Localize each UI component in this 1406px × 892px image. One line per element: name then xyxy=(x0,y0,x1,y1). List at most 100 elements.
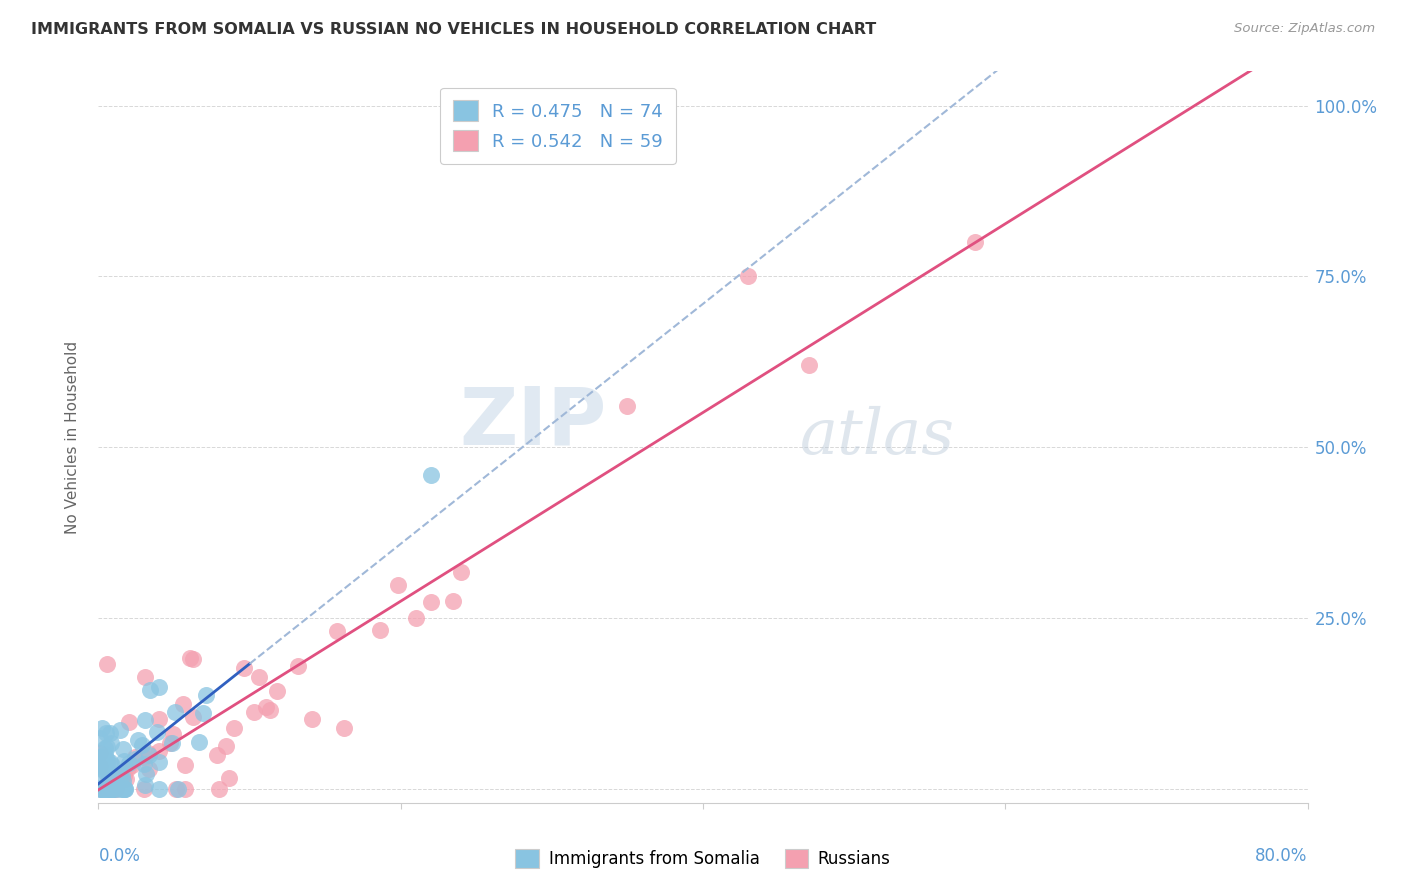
Point xyxy=(387,578,409,592)
Point xyxy=(187,735,209,749)
Point xyxy=(91,782,114,797)
Point xyxy=(134,778,156,792)
Point xyxy=(96,782,118,797)
Point xyxy=(179,651,201,665)
Point xyxy=(96,757,118,772)
Point xyxy=(100,782,122,797)
Point xyxy=(243,705,266,719)
Point xyxy=(93,782,115,797)
Point xyxy=(104,782,127,797)
Point xyxy=(89,746,111,760)
Point xyxy=(97,772,120,787)
Point xyxy=(93,780,115,795)
Point xyxy=(89,758,111,772)
Point xyxy=(114,782,136,797)
Point xyxy=(172,697,194,711)
Point xyxy=(89,731,111,746)
Point xyxy=(326,624,349,638)
Point xyxy=(94,773,117,788)
Point xyxy=(100,782,122,797)
Point xyxy=(103,782,125,797)
Text: ZIP: ZIP xyxy=(458,384,606,461)
Point xyxy=(111,779,134,793)
Point xyxy=(965,235,987,250)
Point xyxy=(173,782,195,797)
Point xyxy=(332,721,354,735)
Point xyxy=(148,755,170,769)
Point xyxy=(91,749,114,764)
Point xyxy=(90,721,112,735)
Point xyxy=(100,782,122,797)
Point xyxy=(148,680,170,694)
Point xyxy=(138,748,160,763)
Point xyxy=(93,782,115,797)
Point xyxy=(148,713,170,727)
Point xyxy=(96,753,118,767)
Point xyxy=(114,782,136,797)
Point xyxy=(89,782,111,797)
Point xyxy=(127,732,149,747)
Point xyxy=(108,723,131,737)
Point xyxy=(100,782,122,797)
Point xyxy=(134,713,156,727)
Point xyxy=(167,782,190,797)
Point xyxy=(108,769,131,783)
Point xyxy=(124,750,146,764)
Point xyxy=(94,782,117,797)
Point xyxy=(165,782,187,797)
Point xyxy=(368,623,391,637)
Point xyxy=(93,760,115,774)
Point xyxy=(405,611,427,625)
Point xyxy=(139,683,162,698)
Text: Source: ZipAtlas.com: Source: ZipAtlas.com xyxy=(1234,22,1375,36)
Legend: R = 0.475   N = 74, R = 0.542   N = 59: R = 0.475 N = 74, R = 0.542 N = 59 xyxy=(440,87,676,164)
Point xyxy=(112,769,135,783)
Point xyxy=(108,766,131,780)
Point xyxy=(737,269,759,284)
Point xyxy=(96,740,118,755)
Point xyxy=(100,757,122,772)
Point xyxy=(90,782,112,797)
Point xyxy=(148,744,170,758)
Point xyxy=(162,736,184,750)
Point xyxy=(443,594,465,608)
Point xyxy=(159,736,181,750)
Point xyxy=(94,782,117,797)
Point xyxy=(132,750,155,764)
Point xyxy=(131,738,153,752)
Point xyxy=(117,714,139,729)
Point xyxy=(218,772,240,786)
Point xyxy=(146,725,169,739)
Point xyxy=(135,767,157,781)
Point xyxy=(450,565,472,579)
Point xyxy=(93,741,115,756)
Point xyxy=(124,752,146,766)
Point xyxy=(94,726,117,740)
Point xyxy=(93,764,115,778)
Point xyxy=(132,782,155,797)
Point xyxy=(420,467,443,482)
Point xyxy=(90,782,112,797)
Point xyxy=(797,359,820,373)
Point xyxy=(98,782,121,797)
Point xyxy=(205,747,228,762)
Point xyxy=(115,772,138,786)
Point xyxy=(162,727,184,741)
Point xyxy=(266,683,288,698)
Point xyxy=(616,400,638,414)
Point xyxy=(96,657,118,672)
Point xyxy=(98,782,121,797)
Point xyxy=(207,782,229,797)
Point xyxy=(89,754,111,768)
Point xyxy=(138,762,160,776)
Legend: Immigrants from Somalia, Russians: Immigrants from Somalia, Russians xyxy=(509,842,897,875)
Point xyxy=(117,756,139,770)
Point xyxy=(103,782,125,797)
Point xyxy=(195,689,218,703)
Y-axis label: No Vehicles in Household: No Vehicles in Household xyxy=(65,341,80,533)
Point xyxy=(287,658,309,673)
Point xyxy=(254,699,277,714)
Point xyxy=(89,762,111,776)
Point xyxy=(111,772,134,786)
Point xyxy=(111,782,134,797)
